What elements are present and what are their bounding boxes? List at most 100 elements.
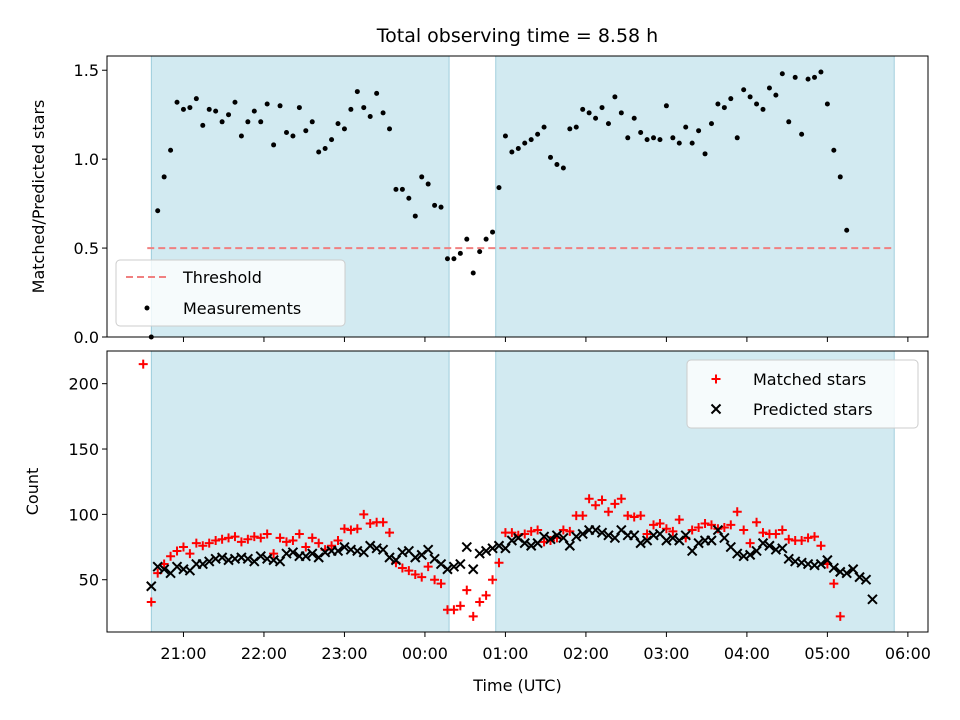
predicted-point — [332, 545, 344, 557]
measurement-point — [238, 133, 244, 139]
predicted-point — [146, 581, 157, 592]
y-axis-label: Count — [23, 468, 42, 516]
measurement-point — [419, 174, 425, 180]
matched-point — [674, 515, 684, 525]
matched-point — [661, 524, 671, 534]
measurement-point — [187, 105, 193, 111]
predicted-point — [667, 532, 679, 544]
predicted-point — [519, 537, 530, 549]
legend-label-predicted: Predicted stars — [753, 400, 873, 419]
measurement-point — [464, 236, 470, 242]
matched-point — [275, 533, 285, 543]
matched-point — [166, 551, 176, 561]
measurement-point — [219, 119, 225, 125]
y-tick-label: 200 — [68, 375, 99, 394]
predicted-point — [158, 564, 170, 575]
series-plus — [138, 359, 845, 621]
matched-point — [236, 537, 246, 547]
observing-window — [495, 55, 895, 338]
measurement-point — [612, 94, 618, 100]
matched-point — [829, 579, 839, 589]
measurement-point — [200, 122, 206, 128]
observing-window — [150, 350, 450, 633]
matched-point — [410, 569, 420, 579]
predicted-point — [152, 561, 163, 572]
measurement-point — [812, 74, 818, 80]
measurement-point — [399, 186, 405, 192]
matched-point — [385, 528, 395, 538]
matched-point — [752, 517, 762, 527]
matched-point — [172, 546, 182, 556]
measurement-point — [226, 112, 232, 118]
predicted-point — [461, 541, 472, 553]
measurement-point — [818, 69, 824, 75]
matched-point — [739, 525, 749, 535]
measurement-point — [593, 115, 599, 121]
measurement-point — [425, 181, 431, 187]
predicted-point — [480, 545, 492, 557]
measurement-point — [631, 115, 637, 121]
predicted-point — [815, 558, 827, 570]
measurement-point — [283, 129, 289, 135]
matched-point — [468, 611, 478, 621]
predicted-point — [854, 571, 865, 583]
predicted-point — [455, 558, 466, 570]
matched-point — [178, 542, 188, 552]
matched-point — [649, 520, 659, 530]
matched-point — [694, 522, 704, 532]
measurement-point — [502, 133, 508, 139]
y-tick-label: 50 — [79, 571, 99, 590]
measurement-point — [554, 161, 560, 167]
measurement-point — [206, 106, 212, 112]
matched-point — [339, 524, 349, 534]
measurement-point — [477, 249, 483, 255]
measurement-point — [689, 140, 695, 146]
measurement-point — [548, 154, 554, 160]
predicted-point — [468, 564, 479, 575]
predicted-point — [867, 594, 878, 605]
matched-point — [835, 611, 845, 621]
predicted-point — [255, 550, 266, 562]
measurement-point — [432, 202, 438, 208]
matched-point — [327, 541, 337, 551]
predicted-point — [384, 552, 395, 563]
matched-point — [301, 542, 311, 552]
measurement-point — [161, 174, 167, 180]
measurement-point — [786, 119, 792, 125]
matched-point — [288, 536, 298, 546]
measurement-point — [618, 110, 624, 116]
matched-point — [777, 525, 787, 535]
predicted-point — [448, 561, 460, 572]
legend-label-threshold: Threshold — [182, 268, 262, 287]
measurement-point — [625, 135, 631, 141]
x-tick-label: 02:00 — [563, 644, 609, 663]
matched-point — [230, 532, 240, 542]
x-axis-label: Time (UTC) — [472, 676, 561, 695]
measurement-point — [567, 126, 573, 132]
measurement-point — [322, 145, 328, 151]
x-tick-label: 04:00 — [724, 644, 770, 663]
predicted-point — [841, 567, 852, 579]
measurement-point — [708, 121, 714, 127]
predicted-point — [216, 552, 228, 563]
matched-point — [423, 562, 433, 572]
matched-point — [578, 511, 588, 521]
matched-point — [610, 499, 620, 509]
measurement-point — [535, 131, 541, 137]
measurement-point — [844, 227, 850, 233]
predicted-point — [828, 562, 840, 574]
measurement-point — [528, 137, 534, 143]
matched-point — [603, 507, 613, 517]
y-tick-label: 100 — [68, 505, 99, 524]
predicted-point — [757, 537, 769, 549]
matched-point — [745, 538, 755, 548]
matched-point — [784, 534, 794, 544]
measurement-point — [264, 101, 270, 107]
measurement-point — [831, 147, 837, 153]
measurement-point — [657, 137, 663, 143]
measurement-point — [754, 101, 760, 107]
measurement-point — [444, 256, 450, 262]
matched-point — [494, 558, 504, 568]
predicted-point — [307, 548, 318, 559]
